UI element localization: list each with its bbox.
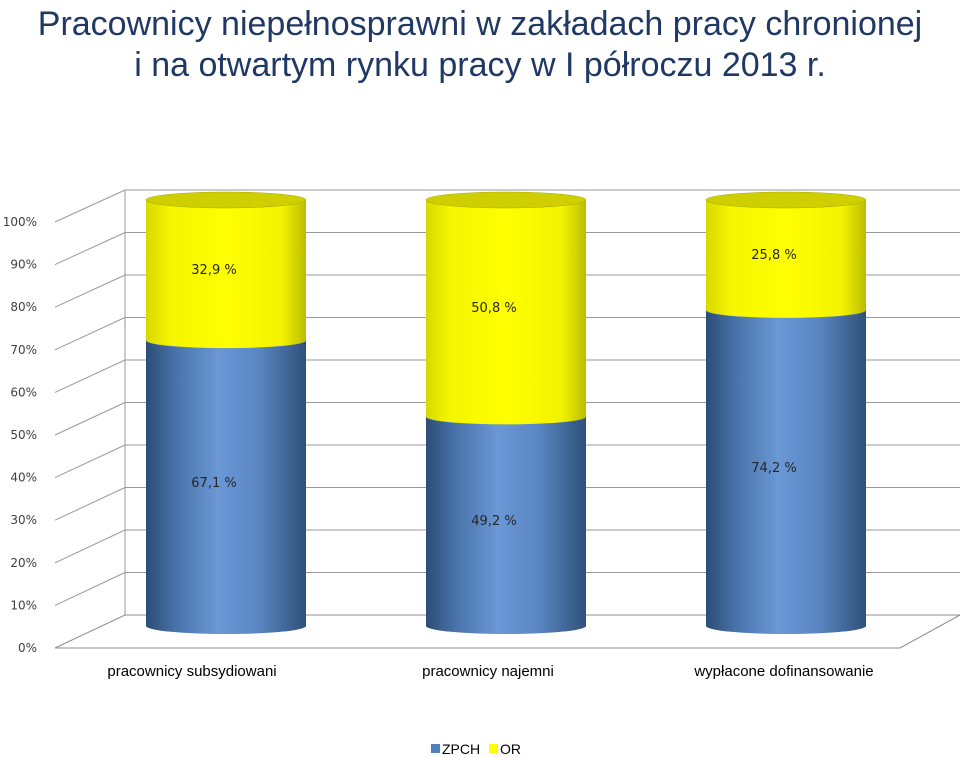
bar-top-cap	[705, 191, 867, 209]
x-axis-ticks: pracownicy subsydiowani pracownicy najemn…	[107, 663, 873, 680]
gridline-side	[54, 232, 126, 266]
x-tick-label: pracownicy najemni	[422, 663, 554, 680]
data-label-or: 25,8 %	[751, 248, 796, 263]
y-tick-label: 50%	[10, 428, 37, 442]
gridline-side	[54, 444, 126, 479]
legend-swatch-or	[489, 744, 498, 753]
y-tick-label: 70%	[10, 343, 37, 357]
bar-segment-or	[146, 200, 306, 349]
gridline-side	[54, 402, 126, 436]
chart-title-line-1: Pracownicy niepełnosprawni w zakładach p…	[37, 5, 923, 43]
cylinder-2	[705, 191, 867, 634]
gridline-side	[54, 274, 126, 308]
bar-segment-zpch	[146, 340, 306, 634]
bar-top-cap	[145, 191, 307, 209]
y-tick-label: 90%	[10, 258, 37, 272]
chart-title: Pracownicy niepełnosprawni w zakładach p…	[0, 4, 960, 86]
gridline-side	[54, 487, 126, 521]
cylinder-1	[425, 191, 587, 634]
bar-segment-or	[706, 200, 866, 318]
data-label-zpch: 49,2 %	[471, 514, 516, 529]
y-tick-label: 80%	[10, 300, 37, 314]
gridline-side	[54, 359, 126, 393]
y-tick-label: 100%	[3, 215, 37, 229]
gridline-side	[54, 317, 126, 351]
data-labels: 67,1 % 32,9 % 49,2 % 50,8 % 74,2 % 25,8 %	[191, 248, 796, 529]
data-label-zpch: 74,2 %	[751, 461, 796, 476]
bar-top-cap	[425, 191, 587, 209]
y-tick-label: 30%	[10, 513, 37, 527]
bar-segment-zpch	[426, 416, 586, 634]
chart-title-line-2: i na otwartym rynku pracy w I półroczu 2…	[134, 46, 826, 84]
y-tick-label: 60%	[10, 385, 37, 399]
legend-label-or: OR	[500, 741, 521, 757]
data-label-or: 50,8 %	[471, 301, 516, 316]
data-label-zpch: 67,1 %	[191, 476, 236, 491]
chart-floor	[54, 614, 960, 649]
gridline-side	[54, 529, 126, 564]
y-tick-label: 20%	[10, 556, 37, 570]
x-tick-label: pracownicy subsydiowani	[107, 663, 276, 680]
bar-segment-or	[426, 200, 586, 425]
bars	[145, 191, 867, 634]
y-tick-label: 40%	[10, 471, 37, 485]
legend-label-zpch: ZPCH	[442, 741, 480, 757]
cylinder-0	[145, 191, 307, 634]
x-tick-label: wypłacone dofinansowanie	[693, 663, 873, 680]
data-label-or: 32,9 %	[191, 263, 236, 278]
bar-segment-zpch	[706, 309, 866, 634]
legend-swatch-zpch	[431, 744, 440, 753]
gridline-side	[54, 189, 126, 223]
y-tick-label: 10%	[10, 598, 37, 612]
y-tick-label: 0%	[18, 641, 37, 655]
y-axis-ticks: 0% 10% 20% 30% 40% 50% 60% 70% 80% 90% 100%	[3, 215, 37, 655]
legend: ZPCH OR	[431, 741, 521, 757]
gridline-side	[54, 572, 126, 606]
